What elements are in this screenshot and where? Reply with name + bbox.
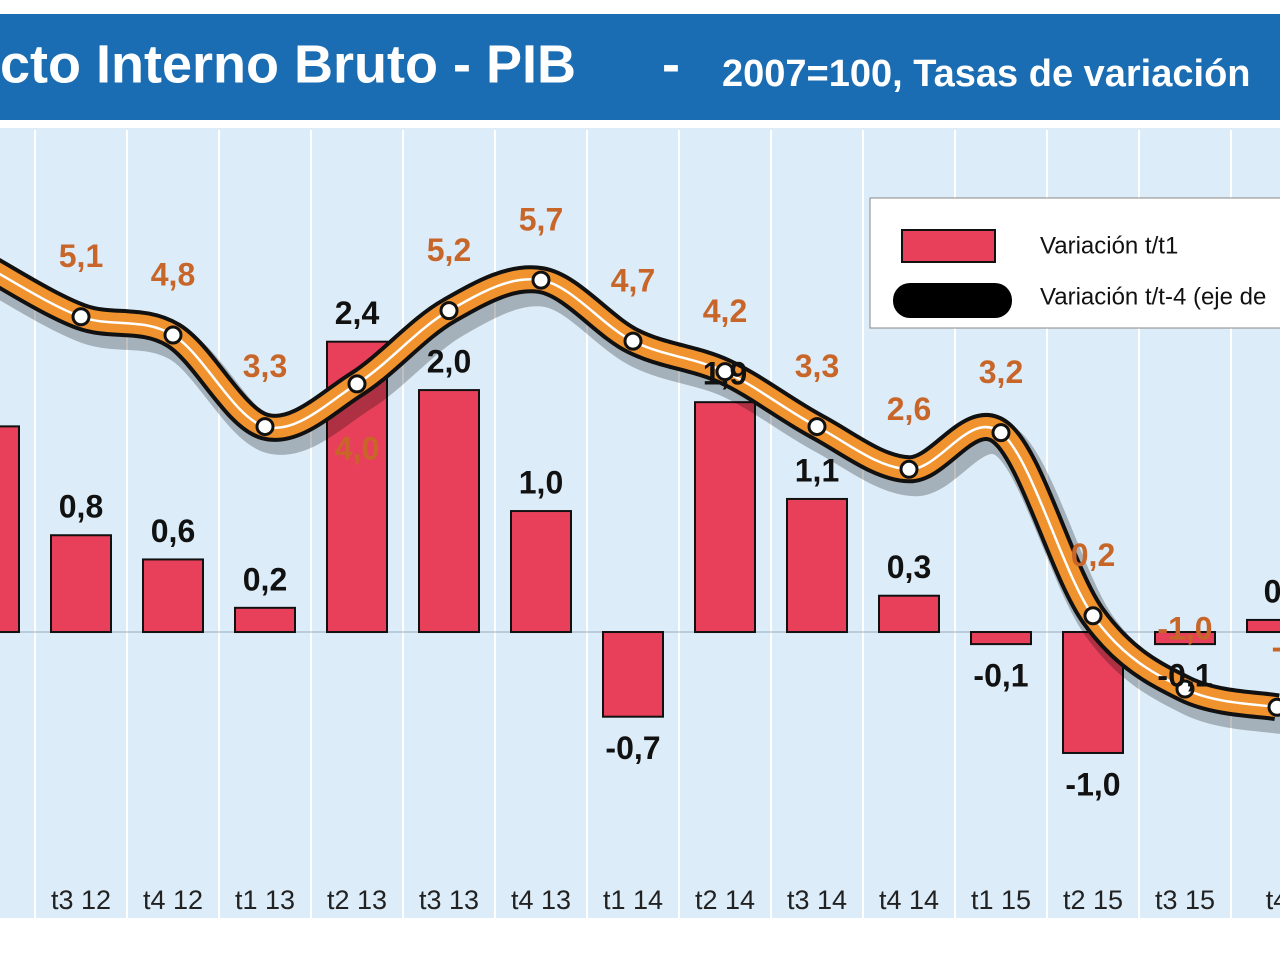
x-tick-label: t4 [1266, 885, 1280, 915]
bar [1246, 618, 1280, 634]
bar-value-label: -0,1 [973, 658, 1028, 694]
bar [602, 631, 664, 718]
line-point [899, 459, 919, 479]
bar [142, 558, 204, 634]
x-tick-label: t4 13 [511, 885, 571, 915]
bar [1154, 631, 1216, 646]
legend: Variación t/t1 Variación t/t-4 (eje de [869, 197, 1280, 329]
line-value-label: 0,2 [1071, 537, 1115, 573]
line-point [439, 301, 459, 321]
line-value-label: 5,1 [59, 238, 103, 274]
line-point [1175, 679, 1195, 699]
bar-value-label: 0, [1264, 573, 1280, 609]
line-series [0, 258, 1280, 735]
bar-value-label: 0,3 [887, 549, 931, 585]
line-value-label: 4,0 [335, 430, 379, 466]
bar [694, 401, 756, 634]
bar [970, 631, 1032, 646]
x-tick-label: t1 13 [235, 885, 295, 915]
line-point [1267, 697, 1280, 717]
bar [510, 510, 572, 634]
legend-label: Variación t/t-4 (eje de [1040, 283, 1266, 310]
legend-label: Variación t/t1 [1040, 232, 1178, 259]
line-value-label: 5,7 [519, 202, 563, 238]
x-tick-label: t2 15 [1063, 885, 1123, 915]
bar [786, 497, 848, 634]
bar-value-label: 0,8 [59, 489, 103, 525]
bar-value-label: 0,6 [151, 513, 195, 549]
line-point [991, 423, 1011, 443]
line-value-label: 4,8 [151, 256, 195, 292]
x-tick-label: t4 14 [879, 885, 939, 915]
line-value-label: 3,3 [243, 348, 287, 384]
line-point [807, 417, 827, 437]
bar [878, 594, 940, 634]
bar [234, 606, 296, 634]
bar [0, 425, 20, 634]
line-point [715, 362, 735, 382]
x-tick-label: t2 13 [327, 885, 387, 915]
bar [50, 534, 112, 634]
line-point [347, 374, 367, 394]
bar-value-label: 2,0 [427, 344, 471, 380]
chart-title: cto Interno Bruto - PIB [0, 34, 576, 94]
title-bar [0, 14, 1280, 120]
line-value-label: 4,2 [703, 293, 747, 329]
line-point [163, 325, 183, 345]
line-value-label: 3,2 [979, 354, 1023, 390]
legend-swatch [893, 283, 1012, 318]
line-point [71, 307, 91, 327]
bar-value-label: 0,2 [243, 561, 287, 597]
bar-value-label: 1,1 [795, 452, 839, 488]
line-value-label: 4,7 [611, 263, 655, 299]
x-tick-label: t4 12 [143, 885, 203, 915]
x-tick-label: t3 15 [1155, 885, 1215, 915]
x-tick-label: t2 14 [695, 885, 755, 915]
grid [0, 130, 1280, 918]
bar-value-label: 2,4 [335, 295, 380, 331]
bar-value-label: 1,9 [703, 356, 747, 392]
line-point [531, 270, 551, 290]
line-value-label: 5,2 [427, 232, 471, 268]
line-point [623, 331, 643, 351]
legend-swatch [901, 229, 996, 263]
chart-subtitle: 2007=100, Tasas de variación [722, 53, 1251, 95]
title-separator: - [662, 34, 680, 94]
line-value-label: -1,0 [1157, 610, 1212, 646]
line-value-label: - [1272, 629, 1280, 665]
line-value-label: 2,6 [887, 391, 931, 427]
bar-value-label: -0,7 [605, 730, 660, 766]
x-tick-label: t1 15 [971, 885, 1031, 915]
x-tick-label: t3 14 [787, 885, 847, 915]
line-value-label: 3,3 [795, 348, 839, 384]
bar [418, 389, 480, 634]
line-point [255, 417, 275, 437]
bar-value-label: -1,0 [1065, 766, 1120, 802]
x-tick-label: t3 12 [51, 885, 111, 915]
bar-value-label: 1,0 [519, 465, 563, 501]
x-tick-label: t3 13 [419, 885, 479, 915]
line-point [1083, 606, 1103, 626]
x-tick-label: t1 14 [603, 885, 663, 915]
bar-value-label: -0,1 [1157, 658, 1212, 694]
